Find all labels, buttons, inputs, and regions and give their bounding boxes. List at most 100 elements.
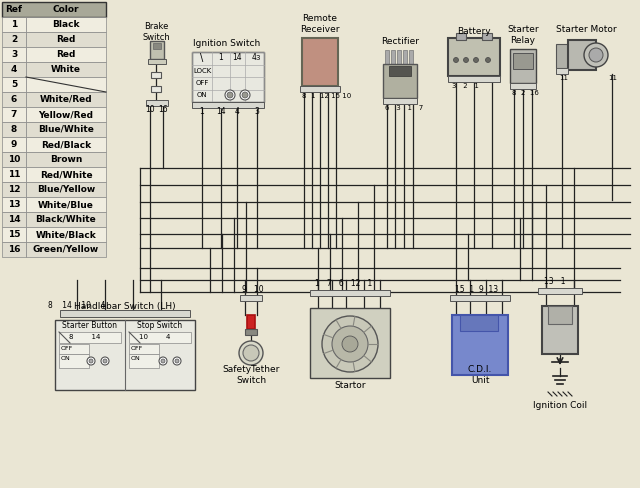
Text: 8        14: 8 14 [69, 334, 100, 340]
Text: Starter
Relay: Starter Relay [507, 25, 539, 45]
Bar [59, 332, 121, 343]
Bar [2, 77, 26, 92]
Bar [448, 38, 500, 76]
Text: ON: ON [196, 92, 207, 98]
Text: ON: ON [61, 357, 71, 362]
Text: 8  1  12 15 10: 8 1 12 15 10 [302, 93, 351, 99]
Bar [26, 77, 106, 92]
Text: ON: ON [131, 357, 141, 362]
Bar [389, 66, 411, 76]
Bar [26, 107, 106, 122]
Text: 10        4: 10 4 [139, 334, 170, 340]
Text: Brown: Brown [50, 155, 82, 164]
Bar [151, 72, 161, 78]
Bar [26, 32, 106, 47]
Text: 6: 6 [11, 95, 17, 104]
Bar [383, 98, 417, 104]
Circle shape [87, 357, 95, 365]
Text: Ignition Coil: Ignition Coil [533, 402, 587, 410]
Text: Battery: Battery [457, 27, 491, 37]
Circle shape [227, 92, 233, 98]
Text: Red: Red [56, 35, 76, 44]
Circle shape [242, 92, 248, 98]
Circle shape [239, 341, 263, 365]
Text: OFF: OFF [131, 346, 143, 351]
Text: White/Black: White/Black [36, 230, 97, 239]
Bar [151, 86, 161, 92]
Bar [60, 310, 190, 317]
Bar [150, 41, 164, 59]
Circle shape [161, 359, 165, 363]
Text: 8    14    10    4: 8 14 10 4 [48, 301, 106, 309]
Text: 1: 1 [11, 20, 17, 29]
Text: Ignition Switch: Ignition Switch [193, 40, 260, 48]
Circle shape [89, 359, 93, 363]
Bar [2, 182, 26, 197]
Text: Black/White: Black/White [36, 215, 97, 224]
Bar [146, 100, 168, 106]
Text: 16: 16 [158, 105, 168, 115]
Bar [245, 329, 257, 335]
Text: Starter Motor: Starter Motor [556, 25, 616, 35]
Text: Remote
Receiver: Remote Receiver [300, 14, 340, 34]
Text: 1   7   6   12   1: 1 7 6 12 1 [315, 280, 372, 288]
Circle shape [240, 90, 250, 100]
Circle shape [175, 359, 179, 363]
Text: 3: 3 [255, 107, 259, 117]
Circle shape [173, 357, 181, 365]
Text: SafetyTether
Switch: SafetyTether Switch [222, 366, 280, 385]
Bar [26, 152, 106, 167]
Bar [2, 2, 106, 17]
Text: Color: Color [52, 5, 79, 14]
Bar [59, 354, 89, 368]
Bar [460, 315, 498, 331]
Bar [538, 288, 582, 294]
Bar [192, 102, 264, 108]
Bar [302, 38, 338, 86]
Bar [2, 227, 26, 242]
Text: Green/Yellow: Green/Yellow [33, 245, 99, 254]
Text: 15  1  9  13: 15 1 9 13 [455, 285, 498, 293]
Bar [26, 47, 106, 62]
Bar [55, 320, 195, 390]
Circle shape [225, 90, 235, 100]
Circle shape [101, 357, 109, 365]
Text: White/Red: White/Red [40, 95, 92, 104]
Bar [452, 315, 508, 375]
Text: 15: 15 [8, 230, 20, 239]
Text: 13: 13 [8, 200, 20, 209]
Bar [26, 182, 106, 197]
Text: OFF: OFF [61, 346, 73, 351]
Text: 2: 2 [11, 35, 17, 44]
Circle shape [584, 43, 608, 67]
Bar [542, 306, 578, 354]
Text: 1: 1 [200, 107, 204, 117]
Text: 11: 11 [559, 75, 568, 81]
Bar [26, 92, 106, 107]
Bar [26, 212, 106, 227]
Text: White/Blue: White/Blue [38, 200, 94, 209]
Text: Handlebar Switch (LH): Handlebar Switch (LH) [74, 302, 176, 310]
Bar [2, 242, 26, 257]
Bar [192, 52, 264, 102]
Text: 14: 14 [8, 215, 20, 224]
Text: Red/White: Red/White [40, 170, 92, 179]
Text: 10: 10 [145, 105, 155, 115]
Text: Black: Black [52, 20, 80, 29]
Bar [148, 59, 166, 64]
Bar [153, 43, 161, 49]
Circle shape [474, 58, 479, 62]
Text: 12: 12 [8, 185, 20, 194]
Bar [129, 344, 159, 354]
Bar [383, 64, 417, 98]
Bar [2, 197, 26, 212]
Text: \: \ [200, 53, 204, 63]
Text: 10: 10 [8, 155, 20, 164]
Bar [2, 47, 26, 62]
Circle shape [103, 359, 107, 363]
Bar [26, 137, 106, 152]
Bar [482, 33, 492, 40]
Bar [300, 86, 340, 92]
Text: 16: 16 [8, 245, 20, 254]
Bar [510, 83, 536, 89]
